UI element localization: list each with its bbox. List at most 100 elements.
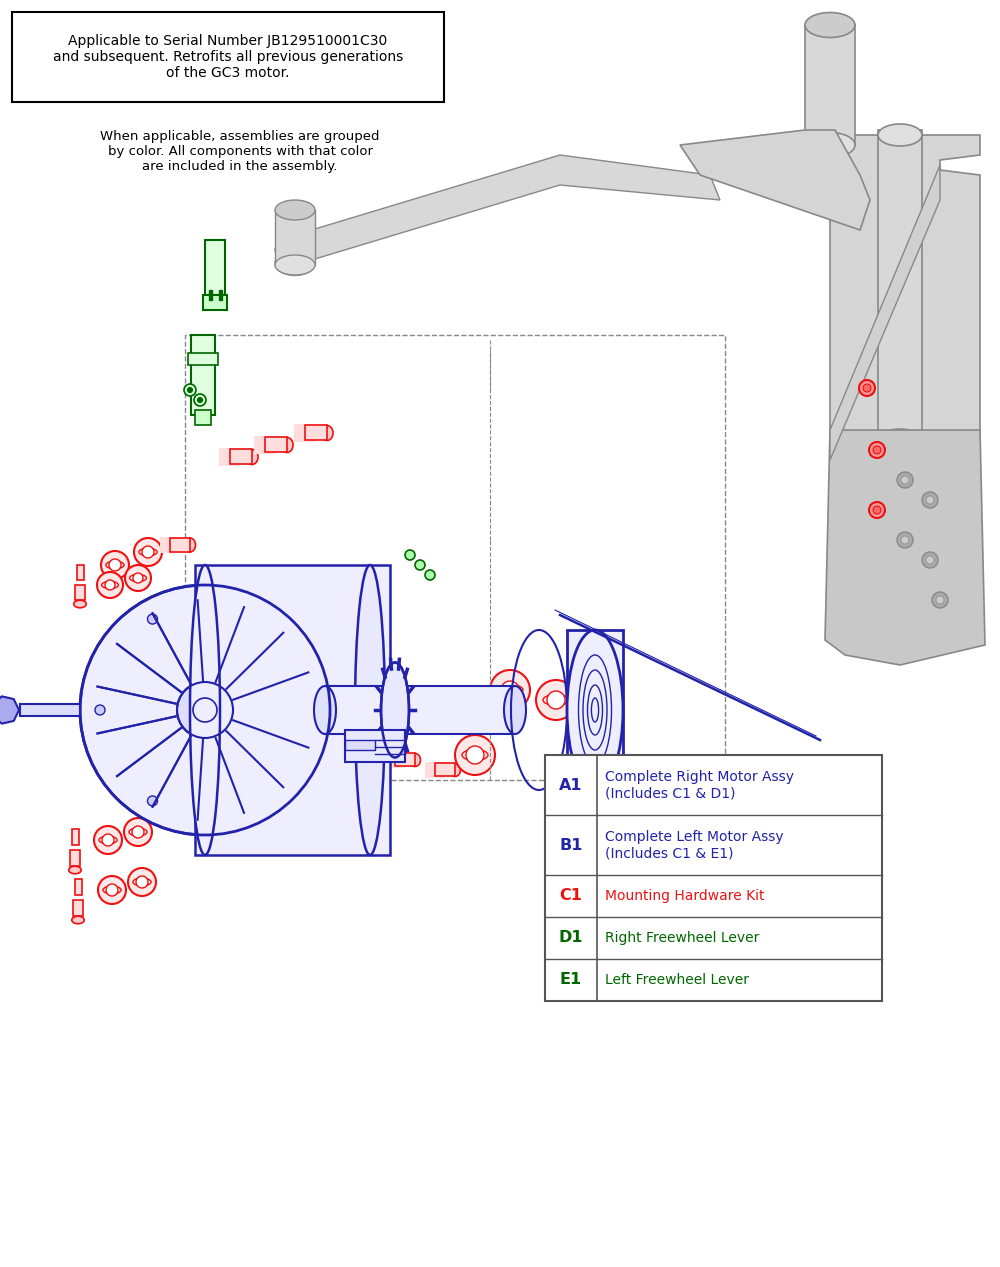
Circle shape bbox=[901, 476, 909, 484]
Ellipse shape bbox=[275, 200, 315, 220]
Bar bbox=[294, 424, 316, 442]
Ellipse shape bbox=[106, 561, 124, 569]
Bar bbox=[191, 334, 215, 416]
Text: Mounting Hardware Kit: Mounting Hardware Kit bbox=[605, 889, 765, 903]
Circle shape bbox=[132, 826, 144, 837]
Ellipse shape bbox=[543, 694, 569, 706]
Ellipse shape bbox=[450, 764, 460, 777]
Bar bbox=[395, 753, 415, 767]
Circle shape bbox=[863, 384, 871, 392]
Bar bbox=[465, 707, 485, 723]
Bar bbox=[195, 565, 390, 855]
Ellipse shape bbox=[299, 426, 311, 441]
Circle shape bbox=[466, 746, 484, 764]
Ellipse shape bbox=[72, 916, 84, 924]
Ellipse shape bbox=[190, 565, 220, 855]
Polygon shape bbox=[295, 155, 720, 265]
Bar bbox=[70, 850, 80, 867]
Polygon shape bbox=[825, 430, 985, 665]
Circle shape bbox=[94, 826, 122, 854]
Circle shape bbox=[405, 550, 415, 560]
Bar bbox=[195, 411, 211, 424]
Circle shape bbox=[98, 875, 126, 903]
Circle shape bbox=[922, 492, 938, 508]
Ellipse shape bbox=[281, 437, 293, 452]
Circle shape bbox=[455, 735, 495, 775]
Polygon shape bbox=[830, 165, 940, 460]
Circle shape bbox=[147, 796, 157, 806]
Circle shape bbox=[188, 388, 192, 393]
Circle shape bbox=[501, 680, 519, 699]
Bar bbox=[219, 290, 222, 300]
Bar bbox=[230, 449, 252, 464]
Circle shape bbox=[873, 446, 881, 454]
Text: Right Freewheel Lever: Right Freewheel Lever bbox=[605, 931, 759, 945]
Circle shape bbox=[490, 670, 530, 710]
Circle shape bbox=[936, 595, 944, 604]
Bar bbox=[12, 11, 444, 103]
Ellipse shape bbox=[275, 237, 315, 262]
Circle shape bbox=[547, 691, 565, 710]
Circle shape bbox=[184, 384, 196, 397]
Bar bbox=[305, 424, 327, 440]
Bar bbox=[275, 210, 315, 265]
Ellipse shape bbox=[164, 538, 176, 552]
Circle shape bbox=[148, 614, 158, 625]
Circle shape bbox=[198, 398, 202, 403]
Text: Left Freewheel Lever: Left Freewheel Lever bbox=[605, 973, 749, 987]
Bar bbox=[325, 685, 515, 734]
Text: Applicable to Serial Number JB129510001C30
and subsequent. Retrofits all previou: Applicable to Serial Number JB129510001C… bbox=[53, 34, 403, 80]
Ellipse shape bbox=[410, 754, 420, 767]
Text: B1: B1 bbox=[559, 837, 583, 853]
Ellipse shape bbox=[321, 426, 333, 441]
Circle shape bbox=[97, 571, 123, 598]
Ellipse shape bbox=[103, 886, 121, 893]
Ellipse shape bbox=[410, 688, 420, 702]
Ellipse shape bbox=[130, 574, 146, 582]
Bar bbox=[185, 334, 725, 780]
Ellipse shape bbox=[129, 829, 147, 836]
Bar bbox=[805, 25, 855, 144]
Ellipse shape bbox=[805, 133, 855, 157]
Bar bbox=[170, 538, 190, 552]
Circle shape bbox=[932, 592, 948, 608]
Ellipse shape bbox=[490, 708, 501, 721]
Ellipse shape bbox=[275, 255, 315, 275]
Ellipse shape bbox=[390, 688, 400, 702]
Circle shape bbox=[128, 868, 156, 896]
Polygon shape bbox=[680, 131, 870, 231]
Text: When applicable, assemblies are grouped
by color. All components with that color: When applicable, assemblies are grouped … bbox=[100, 131, 380, 174]
Ellipse shape bbox=[275, 251, 315, 275]
Circle shape bbox=[95, 704, 105, 715]
Bar bbox=[219, 449, 241, 466]
Circle shape bbox=[425, 570, 435, 580]
Polygon shape bbox=[830, 136, 980, 660]
Text: Complete Left Motor Assy
(Includes C1 & E1): Complete Left Motor Assy (Includes C1 & … bbox=[605, 830, 784, 860]
Circle shape bbox=[101, 551, 129, 579]
Ellipse shape bbox=[259, 437, 271, 452]
Bar bbox=[20, 704, 80, 716]
Bar bbox=[209, 290, 212, 300]
Bar bbox=[188, 353, 218, 365]
Bar bbox=[435, 698, 455, 711]
Polygon shape bbox=[0, 697, 19, 723]
Circle shape bbox=[897, 473, 913, 488]
Bar bbox=[385, 753, 405, 768]
Bar bbox=[72, 829, 78, 845]
Circle shape bbox=[102, 834, 114, 846]
Bar bbox=[345, 740, 375, 750]
Circle shape bbox=[134, 538, 162, 566]
Bar bbox=[425, 761, 445, 778]
Circle shape bbox=[897, 532, 913, 549]
Circle shape bbox=[106, 884, 118, 896]
Ellipse shape bbox=[74, 601, 86, 608]
Circle shape bbox=[922, 552, 938, 568]
Bar bbox=[74, 879, 82, 895]
Bar bbox=[395, 688, 415, 701]
Ellipse shape bbox=[430, 764, 440, 777]
Ellipse shape bbox=[878, 124, 922, 146]
Circle shape bbox=[136, 875, 148, 888]
Circle shape bbox=[415, 560, 425, 570]
Bar bbox=[567, 630, 623, 791]
Circle shape bbox=[252, 796, 262, 806]
